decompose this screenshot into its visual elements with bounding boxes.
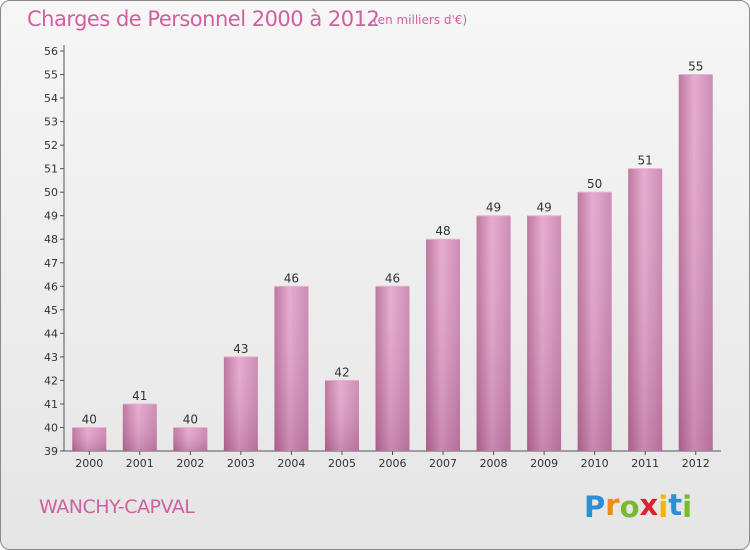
logo-letter: i bbox=[658, 490, 669, 524]
bar-shade bbox=[122, 403, 157, 451]
logo-letter: t bbox=[668, 488, 683, 522]
y-tick-label: 45 bbox=[44, 304, 58, 317]
y-tick-label: 54 bbox=[44, 92, 58, 105]
y-tick-label: 55 bbox=[44, 69, 58, 82]
x-tick-label: 2005 bbox=[328, 457, 356, 470]
bar-shade bbox=[678, 74, 713, 451]
x-tick-label: 2006 bbox=[379, 457, 407, 470]
x-tick-label: 2001 bbox=[126, 457, 154, 470]
y-tick-label: 53 bbox=[44, 116, 58, 129]
logo-letter: x bbox=[639, 488, 659, 522]
y-tick-label: 56 bbox=[44, 45, 58, 58]
logo-letter: o bbox=[619, 490, 640, 524]
value-label: 40 bbox=[82, 412, 97, 426]
y-tick-label: 43 bbox=[44, 351, 58, 364]
value-label: 43 bbox=[233, 342, 248, 356]
x-tick-label: 2010 bbox=[581, 457, 609, 470]
value-label: 41 bbox=[132, 389, 147, 403]
bar-shade bbox=[324, 380, 359, 451]
value-label: 49 bbox=[486, 201, 501, 215]
value-label: 49 bbox=[536, 201, 551, 215]
x-tick-label: 2007 bbox=[429, 457, 457, 470]
value-label: 48 bbox=[435, 224, 450, 238]
bar-shade bbox=[628, 168, 663, 451]
logo-letter: i bbox=[682, 490, 693, 524]
y-tick-label: 50 bbox=[44, 186, 58, 199]
bar-shade bbox=[375, 286, 410, 451]
chart-subtitle: (en milliers d'€) bbox=[373, 13, 468, 27]
chart-value-labels: 40 41 40 43 46 42 46 48 49 49 50 51 55 bbox=[82, 60, 704, 427]
x-tick-label: 2000 bbox=[75, 457, 103, 470]
bar-shade bbox=[72, 427, 107, 451]
chart-axes: 39 40 41 42 43 44 45 46 47 48 49 50 51 52 53 54 55 56 2000… bbox=[44, 45, 721, 470]
y-tick-label: 41 bbox=[44, 398, 58, 411]
value-label: 42 bbox=[334, 365, 349, 379]
bar-shade bbox=[426, 239, 461, 451]
chart-title: Charges de Personnel 2000 à 2012 bbox=[27, 7, 380, 31]
value-label: 55 bbox=[688, 60, 703, 74]
bar-shade bbox=[527, 215, 562, 451]
bar-shade bbox=[577, 192, 612, 452]
y-tick-label: 48 bbox=[44, 233, 58, 246]
y-tick-label: 40 bbox=[44, 421, 58, 434]
y-tick-label: 52 bbox=[44, 139, 58, 152]
y-tick-label: 39 bbox=[44, 445, 58, 458]
value-label: 46 bbox=[385, 271, 400, 285]
y-tick-label: 46 bbox=[44, 280, 58, 293]
y-tick-label: 49 bbox=[44, 210, 58, 223]
y-tick-label: 44 bbox=[44, 327, 58, 340]
y-tick-label: 51 bbox=[44, 163, 58, 176]
commune-name: WANCHY-CAPVAL bbox=[39, 496, 195, 518]
x-tick-label: 2002 bbox=[176, 457, 204, 470]
x-tick-label: 2008 bbox=[480, 457, 508, 470]
x-tick-label: 2011 bbox=[631, 457, 659, 470]
logo-letter: P bbox=[584, 490, 606, 524]
value-label: 51 bbox=[638, 154, 653, 168]
y-tick-label: 47 bbox=[44, 257, 58, 270]
x-tick-label: 2009 bbox=[530, 457, 558, 470]
value-label: 40 bbox=[183, 412, 198, 426]
logo-letter: r bbox=[605, 488, 620, 522]
x-tick-label: 2012 bbox=[682, 457, 710, 470]
proxiti-logo: Proxiti bbox=[584, 488, 693, 524]
value-label: 50 bbox=[587, 177, 602, 191]
bar-shade bbox=[274, 286, 309, 451]
value-label: 46 bbox=[284, 271, 299, 285]
y-tick-label: 42 bbox=[44, 374, 58, 387]
bar-shade bbox=[223, 356, 258, 451]
x-tick-label: 2003 bbox=[227, 457, 255, 470]
bar-shade bbox=[476, 215, 511, 451]
bar-shade bbox=[173, 427, 208, 451]
x-tick-label: 2004 bbox=[277, 457, 305, 470]
chart-bars bbox=[72, 74, 713, 452]
